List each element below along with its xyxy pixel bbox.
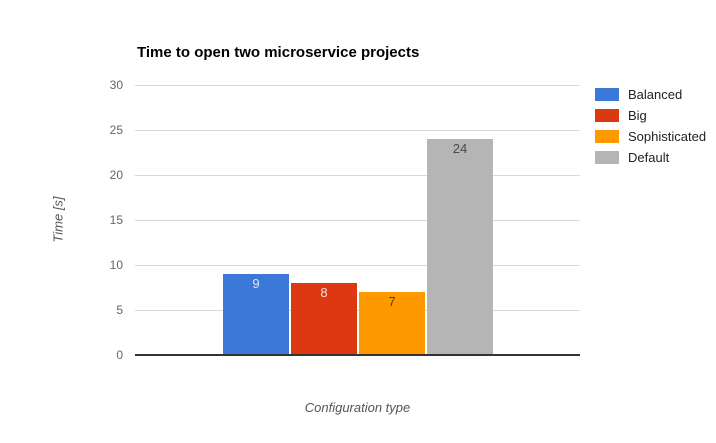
gridline (135, 175, 580, 176)
gridline (135, 310, 580, 311)
legend-item-default: Default (595, 147, 706, 168)
legend: Balanced Big Sophisticated Default (595, 84, 706, 168)
y-tick-label-25: 25 (109, 123, 123, 137)
bar-sophisticated[interactable]: 7 (359, 292, 425, 355)
plot-area: 9 8 7 24 (135, 85, 580, 356)
x-axis-title: Configuration type (304, 400, 411, 415)
legend-label: Sophisticated (628, 129, 707, 144)
bar-value-label: 24 (452, 141, 468, 156)
legend-swatch (595, 130, 619, 143)
bar-big[interactable]: 8 (291, 283, 357, 355)
bar-value-label: 8 (320, 285, 328, 300)
bar-value-label: 9 (252, 276, 260, 291)
chart-title: Time to open two microservice projects (137, 44, 420, 61)
y-tick-label-5: 5 (116, 303, 123, 317)
bar-value-label: 7 (388, 294, 396, 309)
x-axis-line (135, 354, 580, 356)
y-tick-label-20: 20 (109, 168, 123, 182)
gridline (135, 220, 580, 221)
gridline (135, 130, 580, 131)
legend-swatch (595, 109, 619, 122)
bar-balanced[interactable]: 9 (223, 274, 289, 355)
legend-swatch (595, 88, 619, 101)
legend-item-balanced: Balanced (595, 84, 706, 105)
legend-item-sophisticated: Sophisticated (595, 126, 706, 147)
y-tick-label-10: 10 (109, 258, 123, 272)
gridline (135, 85, 580, 86)
y-tick-label-30: 30 (109, 78, 123, 92)
legend-item-big: Big (595, 105, 706, 126)
y-tick-label-15: 15 (109, 213, 123, 227)
legend-label: Big (628, 108, 647, 123)
gridline (135, 265, 580, 266)
legend-swatch (595, 151, 619, 164)
legend-label: Balanced (628, 87, 683, 102)
y-axis-title: Time [s] (50, 196, 66, 243)
y-tick-label-0: 0 (116, 348, 123, 362)
bar-default[interactable]: 24 (427, 139, 493, 355)
legend-label: Default (628, 150, 670, 165)
